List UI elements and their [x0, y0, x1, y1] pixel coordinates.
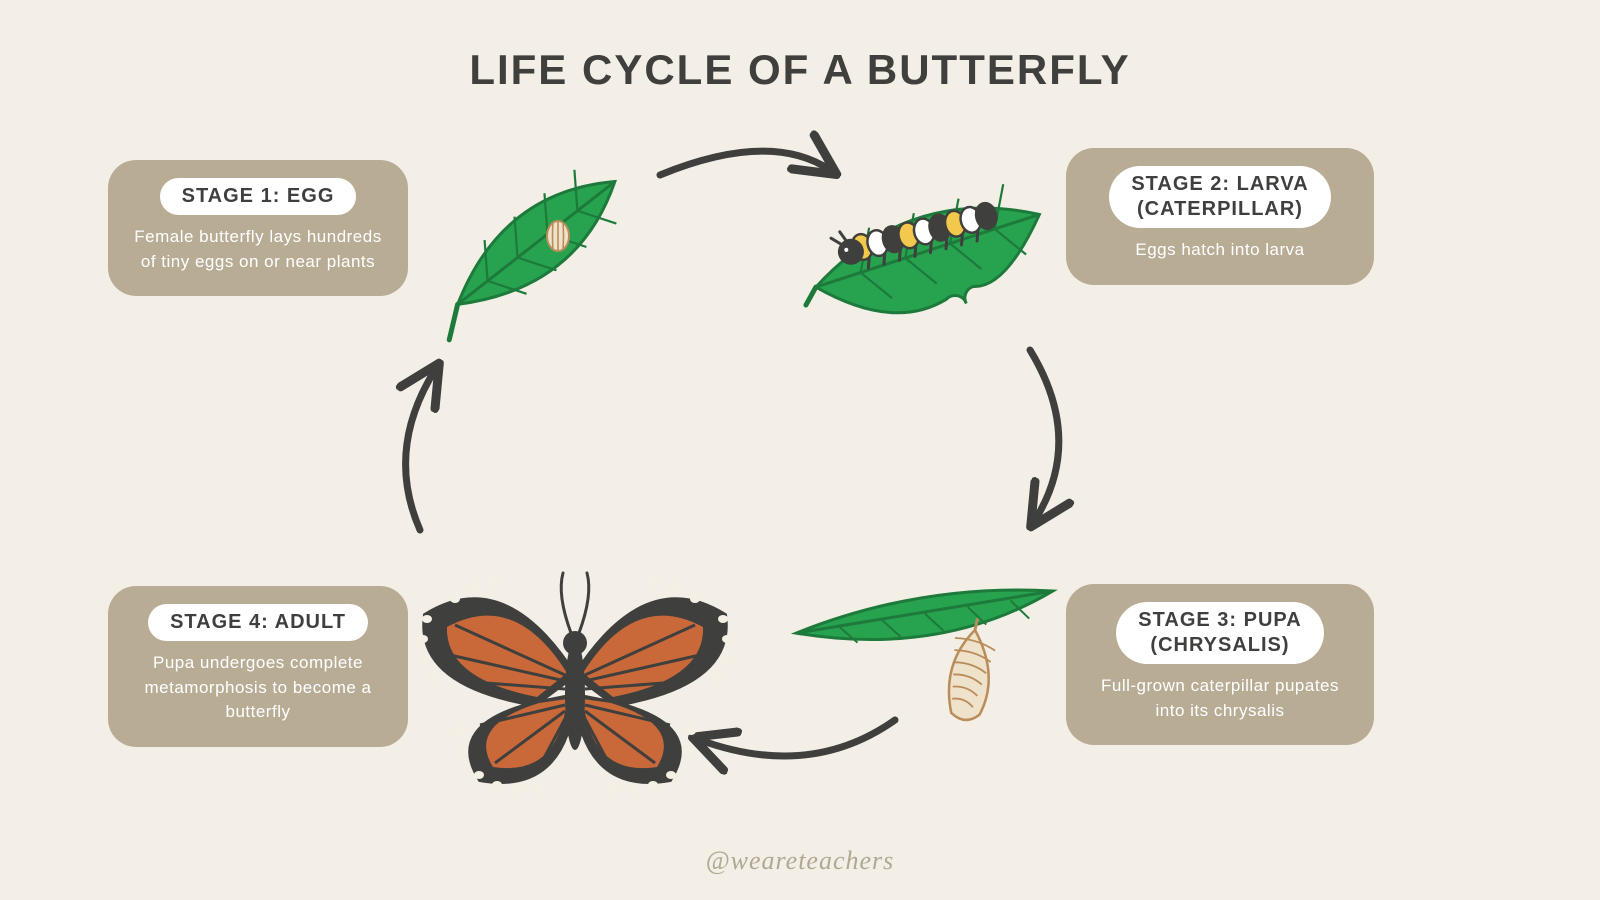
chrysalis-on-leaf-icon [790, 560, 1060, 760]
attribution: @weareteachers [706, 846, 895, 876]
arrow-4-to-1 [406, 370, 435, 530]
butterfly-icon [410, 525, 740, 825]
cycle-arrows [0, 0, 1600, 900]
egg-on-leaf-icon [430, 140, 660, 340]
caterpillar-on-leaf-icon [800, 140, 1060, 350]
arrow-2-to-3 [1030, 350, 1059, 520]
